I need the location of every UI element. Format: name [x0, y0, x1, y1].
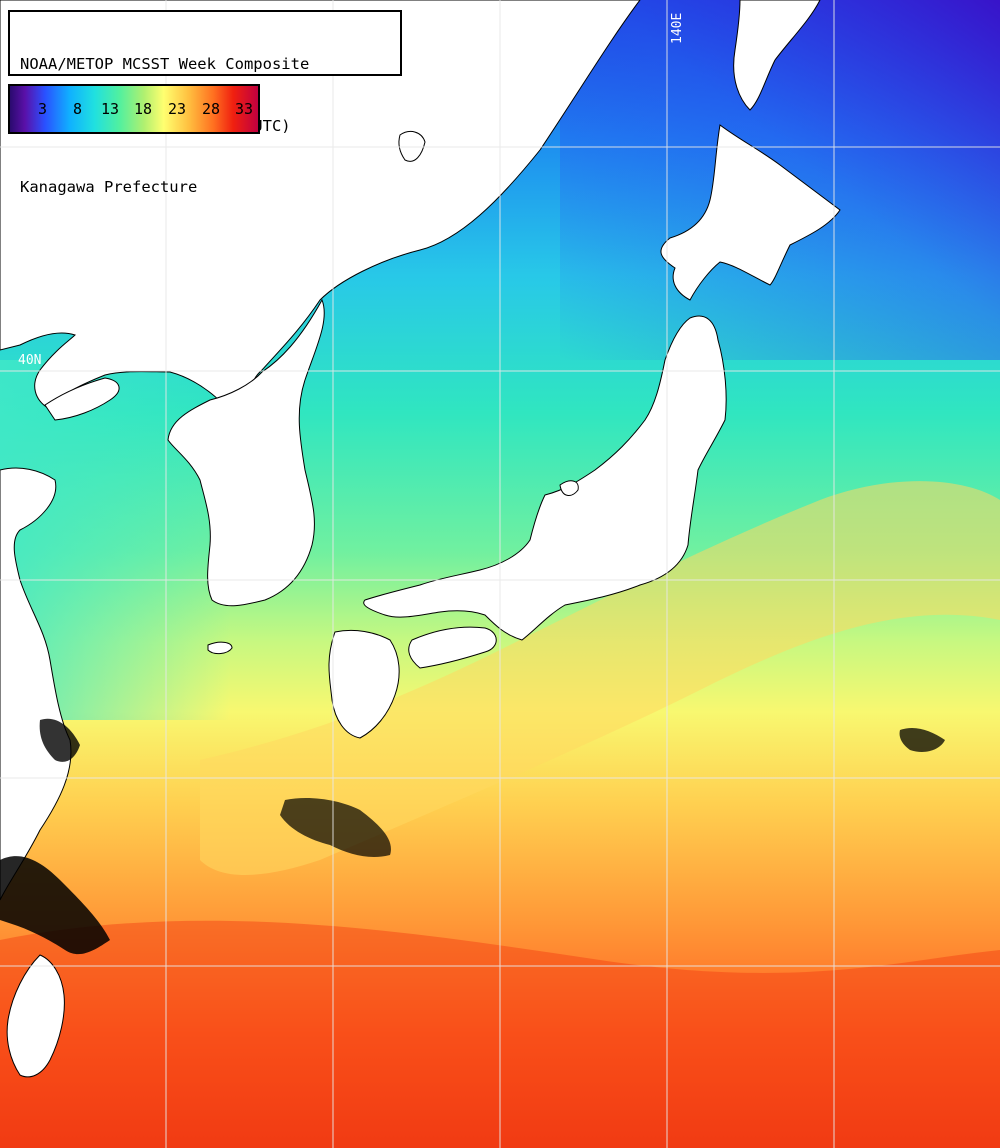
- land-ulleungdo: [398, 131, 426, 162]
- title-line-1: NOAA/METOP MCSST Week Composite: [20, 55, 310, 73]
- longitude-label: 140E: [670, 12, 685, 44]
- land-sakhalin: [733, 0, 821, 111]
- scale-tick-label: 13: [101, 100, 120, 118]
- land-shandong: [44, 377, 120, 421]
- land-shikoku: [408, 626, 497, 669]
- cloud-mask-china-coast: [39, 718, 80, 762]
- temperature-color-scale: 3 8 13 18 23 28 33: [8, 84, 260, 134]
- land-sado-island: [559, 480, 579, 496]
- land-taiwan: [6, 954, 65, 1078]
- land-honshu: [363, 315, 727, 641]
- cloud-mask-areas: [0, 718, 945, 955]
- scale-tick-label: 28: [202, 100, 221, 118]
- land-kyushu: [328, 629, 400, 739]
- title-line-3: Kanagawa Prefecture: [20, 178, 198, 196]
- land-korean-peninsula: [167, 298, 325, 607]
- scale-tick-label: 8: [73, 100, 83, 118]
- scale-tick-label: 33: [235, 100, 254, 118]
- land-hokkaido: [660, 124, 841, 301]
- title-box: NOAA/METOP MCSST Week Composite 2025/04/…: [8, 10, 402, 196]
- land-china-mainland: [0, 467, 72, 901]
- cloud-mask-pacific: [899, 728, 945, 752]
- scale-tick-label: 18: [134, 100, 153, 118]
- cloud-mask-east-china-sea: [0, 856, 110, 955]
- cloud-mask-ryukyu: [280, 798, 391, 857]
- land-jeju-island: [207, 641, 233, 655]
- scale-tick-label: 23: [168, 100, 187, 118]
- latitude-label: 40N: [18, 353, 42, 368]
- scale-tick-label: 3: [38, 100, 48, 118]
